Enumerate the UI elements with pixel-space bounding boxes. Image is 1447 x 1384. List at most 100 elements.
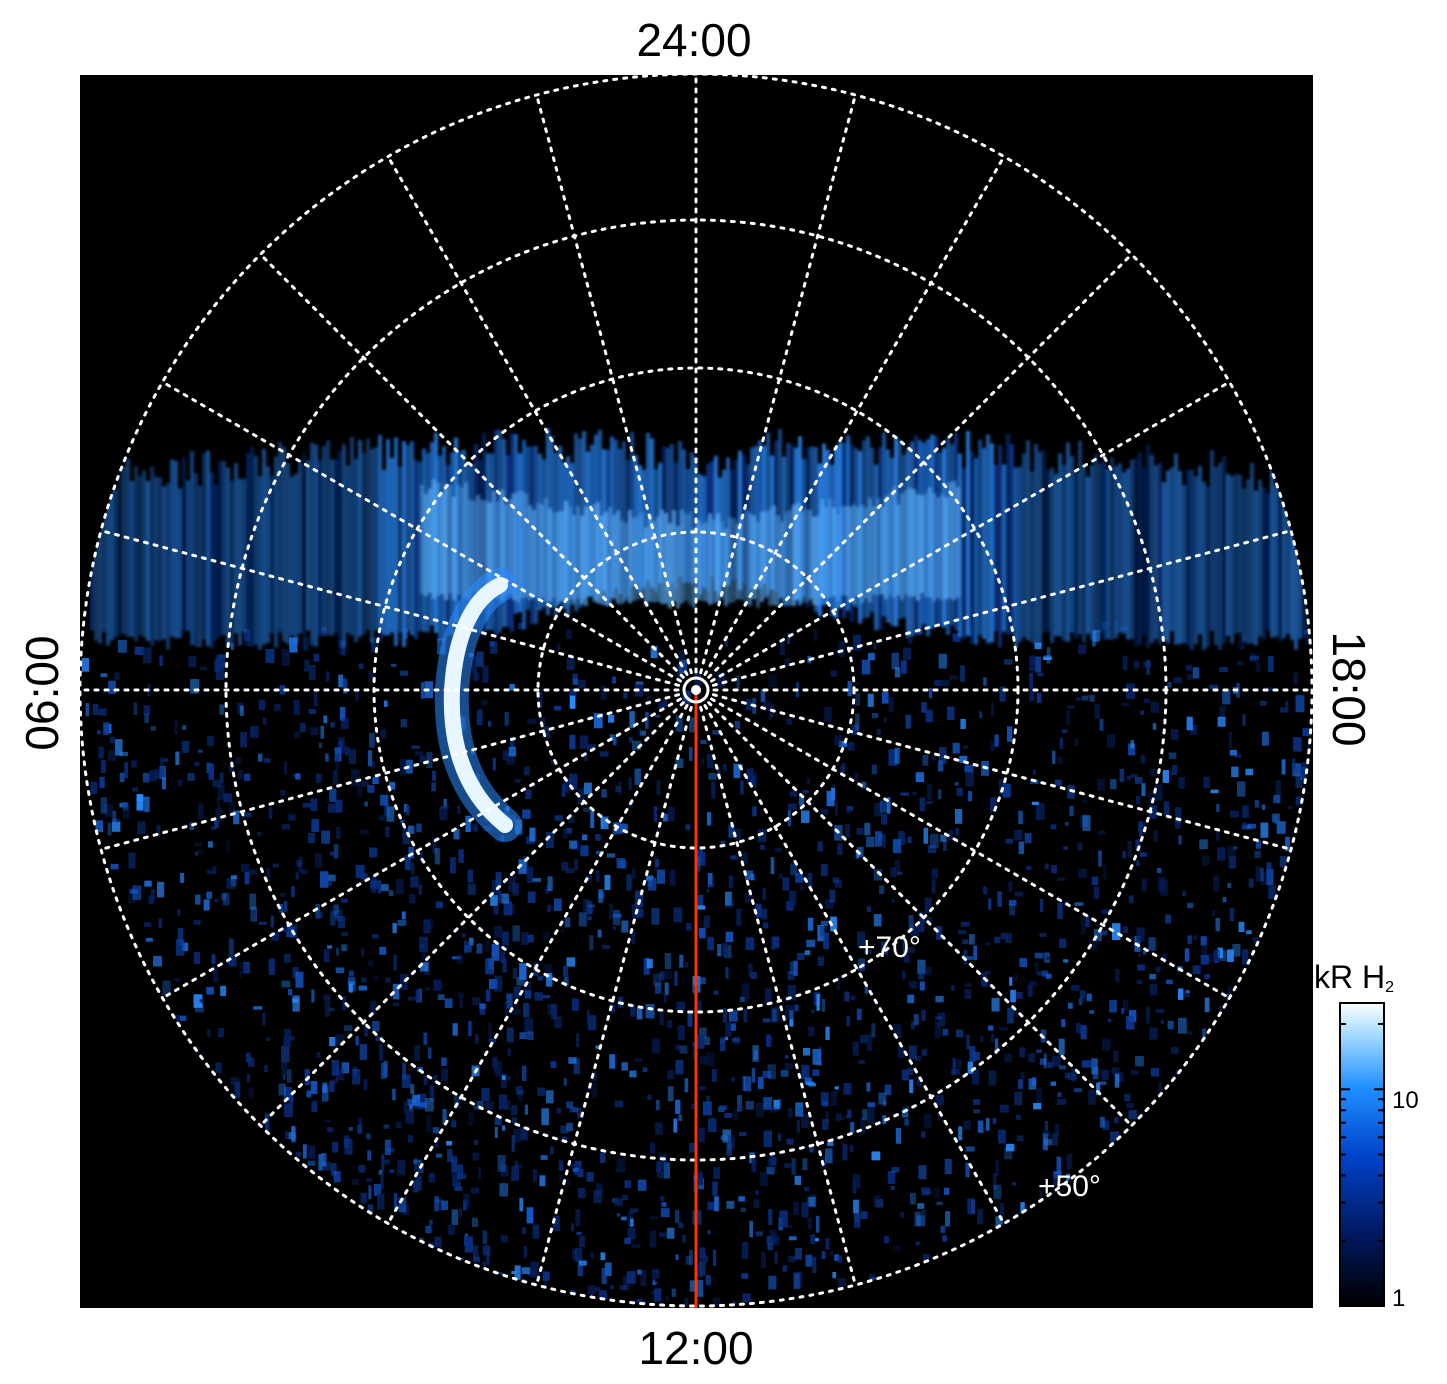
emission-speckle: [1141, 783, 1146, 797]
band-highlight-streak: [488, 502, 492, 602]
emission-speckle: [927, 845, 937, 853]
emission-speckle: [730, 855, 737, 859]
emission-speckle: [849, 1144, 854, 1153]
emission-speckle: [651, 907, 660, 925]
band-streak: [1182, 484, 1186, 644]
emission-speckle: [472, 1245, 479, 1261]
emission-speckle: [725, 931, 734, 943]
band-highlight-streak: [616, 510, 620, 604]
emission-speckle: [180, 1015, 187, 1021]
emission-speckle: [527, 891, 536, 903]
emission-speckle: [1088, 1089, 1096, 1105]
emission-speckle: [131, 760, 137, 768]
emission-speckle: [1114, 1117, 1119, 1124]
band-streak: [1262, 487, 1266, 640]
emission-speckle: [360, 1192, 367, 1204]
emission-speckle: [595, 1183, 603, 1196]
emission-speckle: [405, 1108, 414, 1124]
band-streak: [1246, 479, 1250, 644]
emission-speckle: [249, 893, 256, 910]
emission-speckle: [248, 1057, 255, 1067]
emission-speckle: [599, 1152, 606, 1163]
emission-speckle: [1268, 655, 1274, 672]
emission-speckle: [311, 818, 319, 833]
emission-speckle: [699, 1255, 708, 1263]
emission-speckle: [593, 713, 603, 729]
emission-speckle: [768, 674, 777, 688]
emission-speckle: [745, 1100, 754, 1110]
emission-speckle: [327, 803, 337, 813]
emission-speckle: [634, 1058, 643, 1062]
emission-speckle: [739, 996, 745, 1002]
emission-speckle: [575, 1209, 581, 1226]
emission-speckle: [834, 1086, 839, 1090]
band-streak: [158, 476, 162, 642]
emission-speckle: [720, 1036, 726, 1044]
emission-speckle: [802, 1158, 808, 1171]
emission-speckle: [1187, 902, 1194, 909]
band-highlight-streak: [808, 510, 812, 601]
emission-speckle: [368, 960, 374, 967]
emission-speckle: [969, 934, 975, 945]
emission-speckle: [383, 700, 388, 707]
emission-speckle: [1252, 937, 1262, 944]
emission-speckle: [113, 672, 120, 680]
emission-speckle: [1101, 909, 1111, 915]
emission-speckle: [418, 884, 422, 895]
band-highlight-streak: [672, 510, 676, 602]
emission-speckle: [352, 1069, 361, 1085]
emission-speckle: [554, 898, 562, 911]
emission-speckle: [494, 1126, 498, 1138]
emission-speckle: [266, 1037, 271, 1041]
emission-speckle: [793, 960, 798, 976]
emission-speckle: [399, 974, 408, 990]
emission-speckle: [1249, 652, 1257, 663]
emission-speckle: [917, 1203, 925, 1209]
emission-speckle: [1086, 993, 1092, 1002]
emission-speckle: [568, 815, 575, 823]
emission-speckle: [542, 1271, 550, 1281]
emission-speckle: [698, 1127, 705, 1143]
emission-speckle: [804, 1077, 813, 1085]
emission-speckle: [524, 990, 532, 999]
emission-speckle: [983, 677, 987, 686]
emission-speckle: [902, 938, 906, 955]
emission-speckle: [720, 840, 726, 845]
emission-speckle: [595, 850, 604, 855]
emission-speckle: [1094, 704, 1100, 719]
emission-speckle: [1136, 927, 1145, 942]
emission-speckle: [1238, 921, 1245, 932]
band-streak: [1254, 490, 1258, 646]
emission-speckle: [614, 1100, 623, 1108]
emission-speckle: [1059, 1065, 1066, 1070]
emission-speckle: [335, 799, 343, 813]
emission-speckle: [288, 1036, 295, 1041]
emission-speckle: [1204, 974, 1210, 980]
emission-speckle: [928, 687, 933, 699]
emission-speckle: [450, 856, 456, 874]
emission-speckle: [451, 1156, 458, 1173]
band-highlight-streak: [708, 513, 712, 605]
band-highlight-streak: [712, 519, 716, 604]
emission-speckle: [459, 998, 463, 1009]
emission-speckle: [655, 859, 660, 867]
colorbar-tick-label-10: 10: [1392, 1087, 1419, 1114]
emission-speckle: [650, 645, 658, 659]
emission-speckle: [151, 889, 155, 899]
emission-speckle: [321, 830, 330, 844]
emission-speckle: [530, 1261, 539, 1278]
emission-speckle: [270, 915, 274, 928]
emission-speckle: [1014, 891, 1024, 897]
emission-speckle: [424, 1098, 434, 1112]
emission-speckle: [883, 717, 887, 723]
emission-speckle: [428, 1173, 435, 1183]
emission-speckle: [546, 972, 552, 981]
emission-speckle: [322, 1161, 331, 1171]
emission-speckle: [159, 655, 163, 666]
emission-speckle: [1155, 1008, 1165, 1013]
emission-speckle: [399, 670, 409, 676]
emission-speckle: [543, 726, 550, 738]
emission-speckle: [755, 1190, 759, 1195]
band-highlight-streak: [592, 504, 596, 602]
emission-speckle: [1128, 743, 1136, 756]
